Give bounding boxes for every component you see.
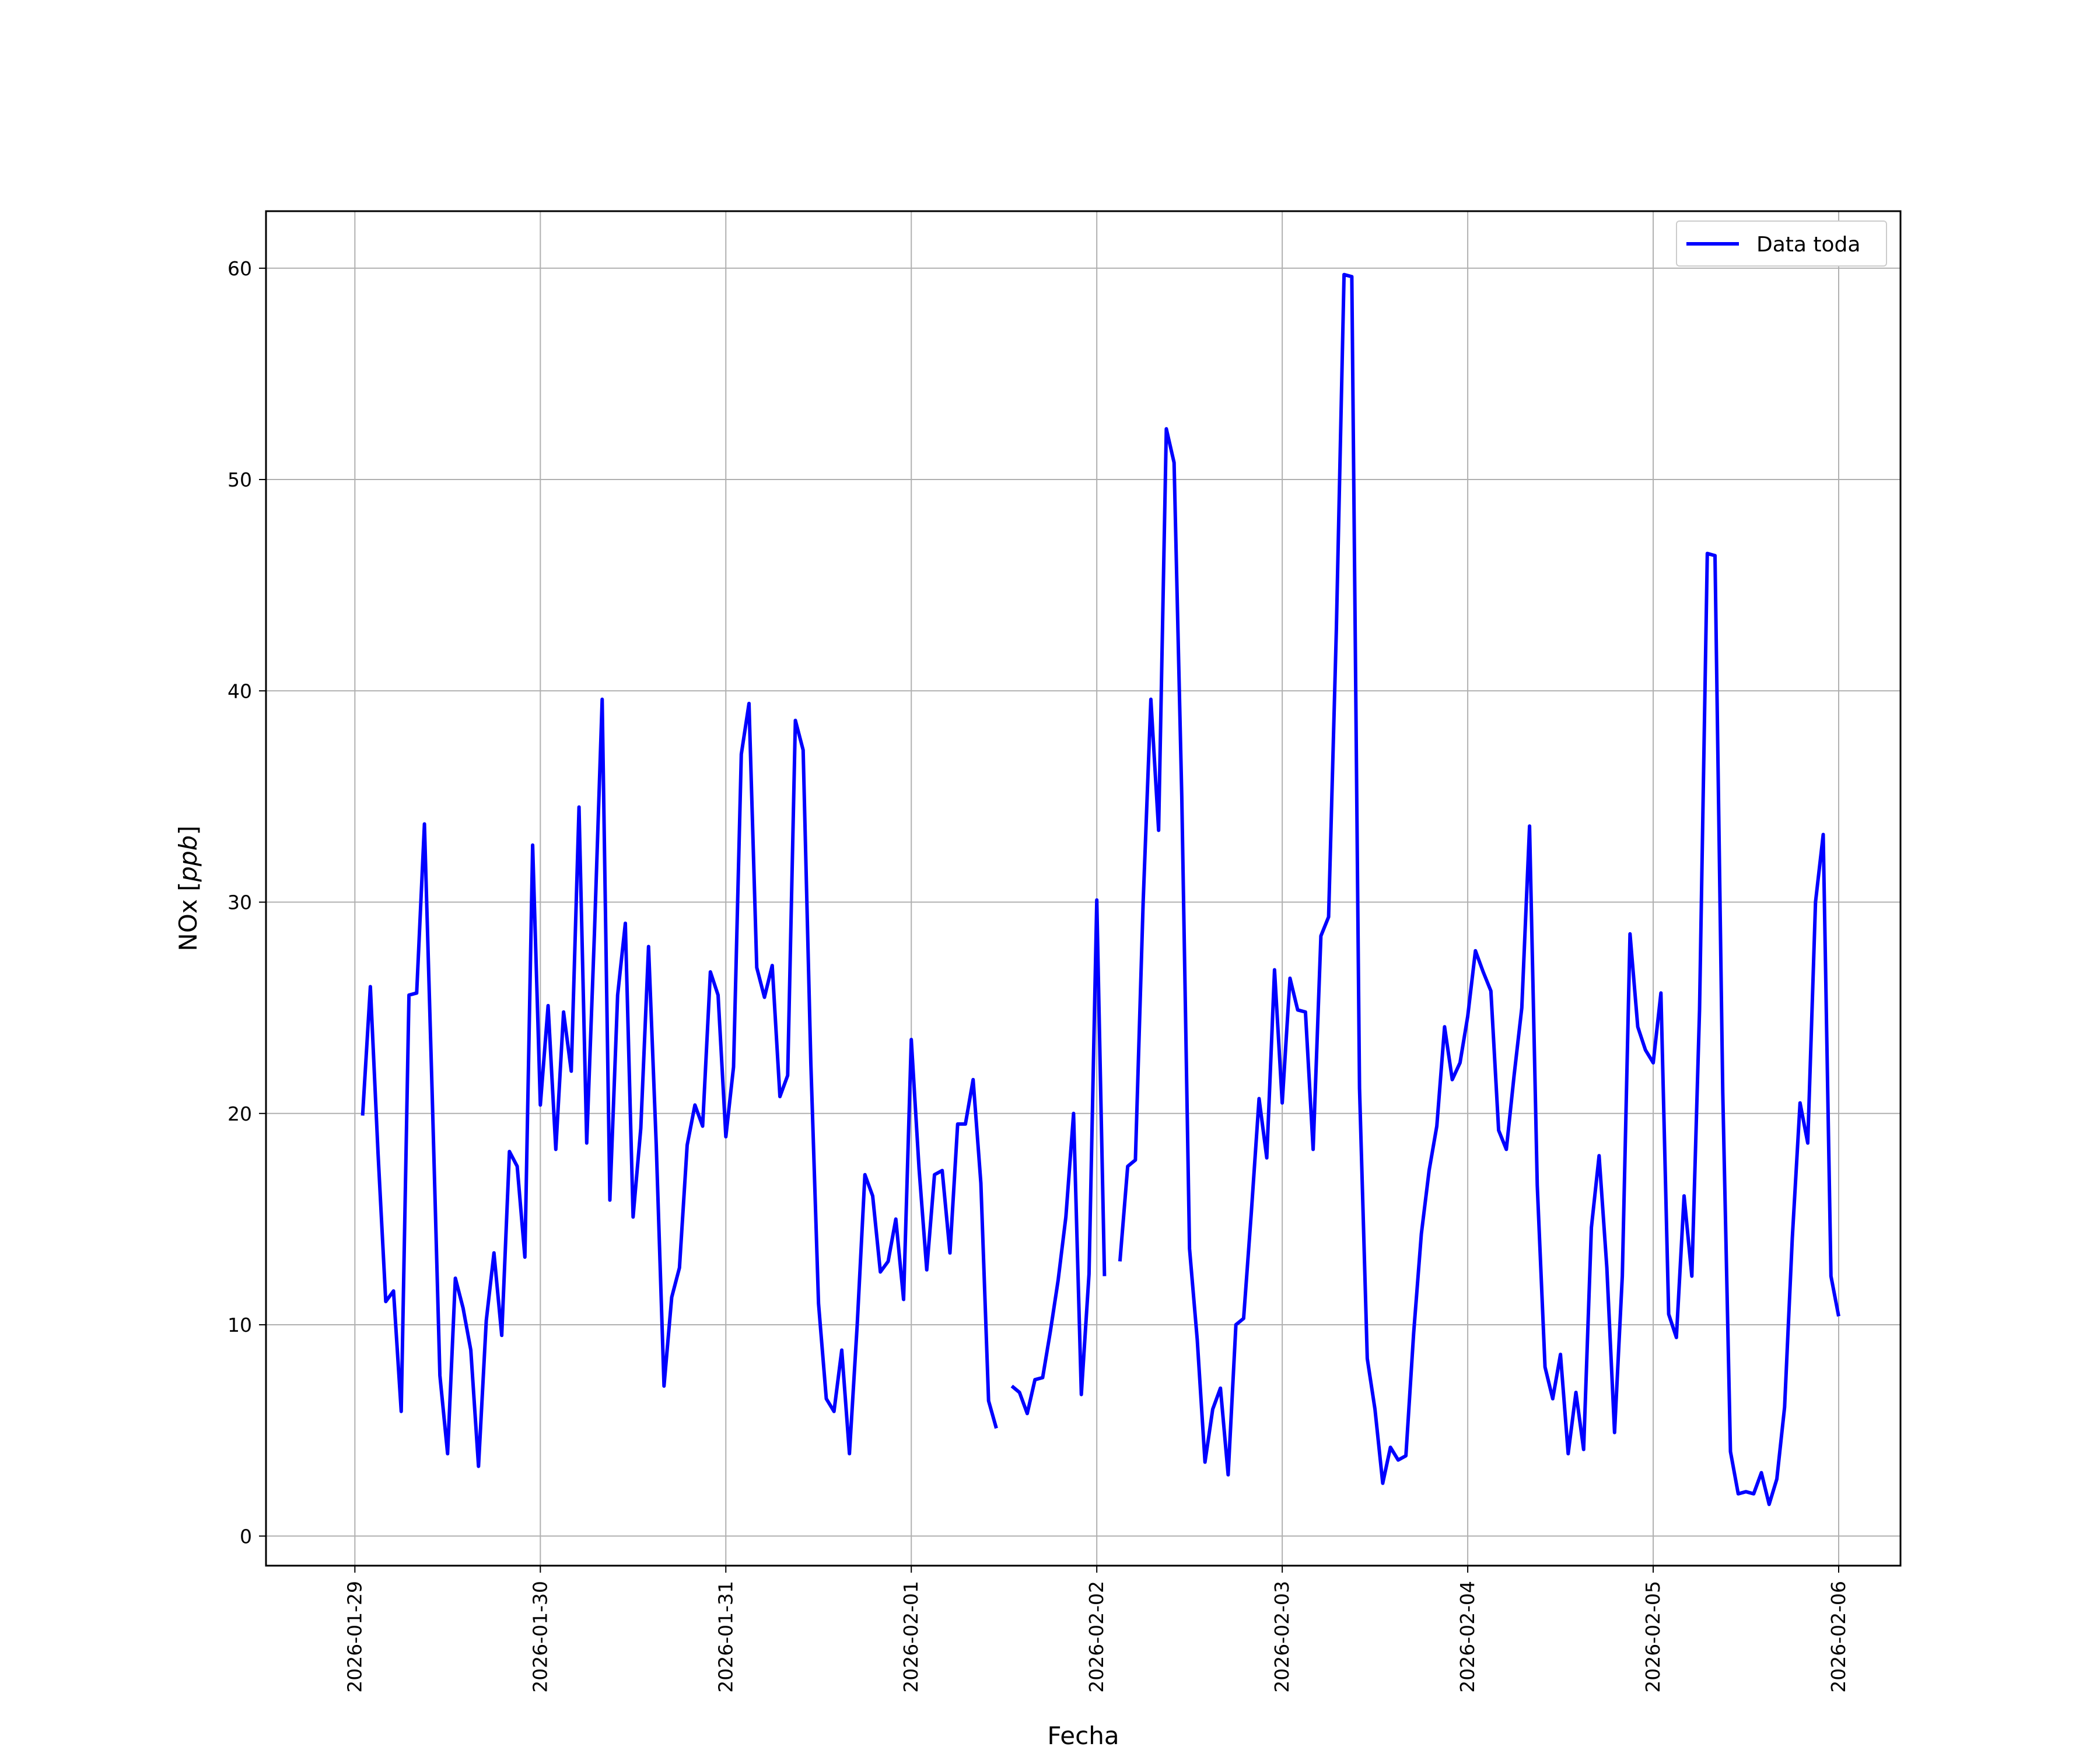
y-axis-label: NOx [ppb] <box>174 825 202 951</box>
x-tick-label: 2026-01-30 <box>528 1581 551 1693</box>
y-axis-label-text: NOx [ <box>174 882 202 951</box>
x-tick-label: 2026-02-01 <box>900 1581 922 1693</box>
x-tick-label: 2026-02-05 <box>1642 1581 1664 1693</box>
x-tick-label: 2026-02-03 <box>1270 1581 1293 1693</box>
legend-box <box>1676 220 1887 267</box>
y-tick-label: 0 <box>240 1525 252 1548</box>
legend-label: Data toda <box>1756 233 1860 257</box>
grid-lines <box>266 211 1901 1566</box>
x-tick-label: 2026-02-02 <box>1085 1581 1108 1693</box>
y-tick-label: 30 <box>228 891 252 914</box>
series-layer <box>360 272 1840 1506</box>
y-tick-label: 60 <box>228 257 252 280</box>
series-line <box>360 697 998 1468</box>
y-tick-label: 40 <box>228 680 252 702</box>
y-tick-label: 20 <box>228 1102 252 1125</box>
y-axis-label-close: ] <box>174 825 202 835</box>
y-tick-label: 50 <box>228 468 252 491</box>
x-tick-label: 2026-01-29 <box>343 1581 366 1693</box>
x-tick-label: 2026-01-31 <box>714 1581 737 1693</box>
x-tick-label: 2026-02-06 <box>1827 1581 1850 1693</box>
plot-frame <box>265 210 1902 1567</box>
y-tick-label: 10 <box>228 1314 252 1336</box>
y-axis: 0 10 20 30 40 50 60 <box>228 257 266 1548</box>
legend: Data toda <box>1676 220 1887 267</box>
y-axis-label-unit: ppb <box>174 835 202 883</box>
series-line <box>1010 898 1107 1416</box>
x-axis-label: Fecha <box>1047 1721 1119 1750</box>
x-axis: 2026-01-29 2026-01-30 2026-01-31 2026-02-01… <box>343 1566 1850 1693</box>
x-tick-label: 2026-02-04 <box>1456 1581 1479 1693</box>
series-line <box>1118 272 1840 1506</box>
